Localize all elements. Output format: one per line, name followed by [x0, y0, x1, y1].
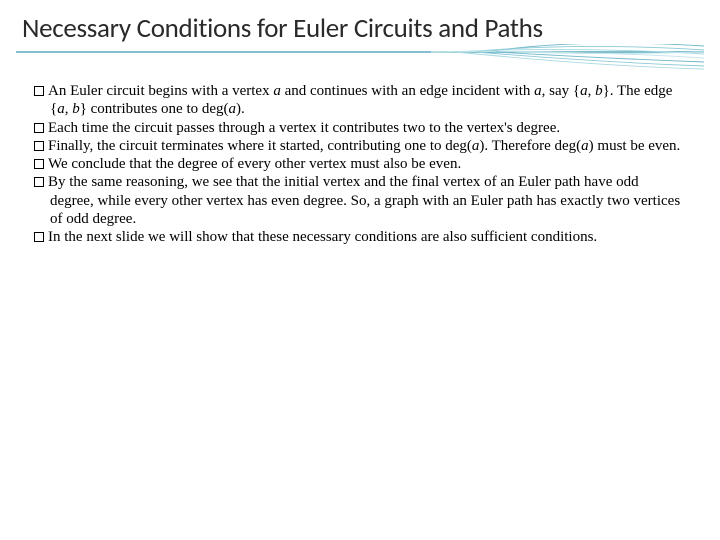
- text-run: ,: [588, 83, 596, 99]
- title-underline-decoration: [16, 44, 704, 70]
- text-run: We conclude that the degree of every oth…: [48, 156, 461, 172]
- text-run: a: [57, 101, 65, 117]
- text-run: , say {: [542, 83, 580, 99]
- text-run: Each time the circuit passes through a v…: [48, 120, 560, 136]
- bullet-item: We conclude that the degree of every oth…: [34, 155, 686, 173]
- slide-header: Necessary Conditions for Euler Circuits …: [0, 0, 720, 74]
- bullet-square-icon: [34, 159, 44, 169]
- text-run: In the next slide we will show that thes…: [48, 229, 597, 245]
- bullet-square-icon: [34, 86, 44, 96]
- underline-curves: [431, 44, 704, 69]
- text-run: } contributes one to deg(: [80, 101, 229, 117]
- bullet-item: By the same reasoning, we see that the i…: [34, 173, 686, 228]
- bullet-square-icon: [34, 123, 44, 133]
- text-run: a: [534, 83, 542, 99]
- text-run: An Euler circuit begins with a vertex: [48, 83, 273, 99]
- text-run: ). Therefore deg(: [479, 138, 581, 154]
- bullet-item: Finally, the circuit terminates where it…: [34, 137, 686, 155]
- text-run: a: [580, 83, 588, 99]
- bullet-square-icon: [34, 177, 44, 187]
- bullet-item: An Euler circuit begins with a vertex a …: [34, 82, 686, 119]
- slide: Necessary Conditions for Euler Circuits …: [0, 0, 720, 540]
- bullet-square-icon: [34, 141, 44, 151]
- slide-title: Necessary Conditions for Euler Circuits …: [22, 12, 698, 45]
- bullet-item: In the next slide we will show that thes…: [34, 228, 686, 246]
- text-run: b: [595, 83, 603, 99]
- text-run: Finally, the circuit terminates where it…: [48, 138, 472, 154]
- text-run: a: [229, 101, 237, 117]
- slide-body: An Euler circuit begins with a vertex a …: [0, 74, 720, 247]
- text-run: ) must be even.: [589, 138, 681, 154]
- text-run: a: [273, 83, 281, 99]
- text-run: By the same reasoning, we see that the i…: [48, 174, 680, 227]
- text-run: and continues with an edge incident with: [281, 83, 534, 99]
- text-run: ).: [236, 101, 245, 117]
- bullet-item: Each time the circuit passes through a v…: [34, 119, 686, 137]
- text-run: a: [581, 138, 589, 154]
- text-run: b: [72, 101, 80, 117]
- bullet-square-icon: [34, 232, 44, 242]
